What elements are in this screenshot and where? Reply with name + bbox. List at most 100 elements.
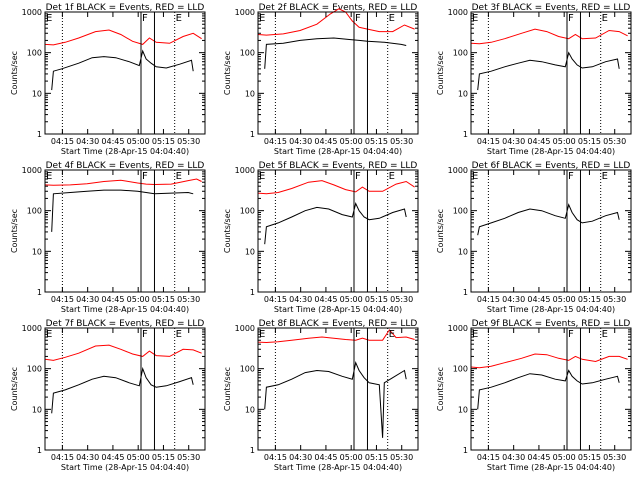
x-tick-label: 04:30 [289, 453, 312, 462]
band-letter-1: E [472, 13, 478, 24]
y-axis-label: Counts/sec [436, 209, 445, 253]
band-letter-2: F [355, 329, 361, 340]
band-letter-2: F [142, 13, 148, 24]
panel-title: Det 4f BLACK = Events, RED = LLD [46, 161, 205, 171]
panel-title: Det 5f BLACK = Events, RED = LLD [259, 161, 418, 171]
x-tick-label: 04:15 [51, 137, 74, 146]
x-tick-label: 04:45 [527, 137, 550, 146]
y-tick-label: 1 [37, 130, 42, 139]
y-tick-label: 10 [32, 89, 42, 98]
y-tick-label: 1 [463, 446, 468, 455]
lld-series-line [257, 329, 415, 344]
y-tick-label: 100 [27, 49, 42, 58]
x-tick-label: 04:30 [502, 295, 525, 304]
x-tick-label: 05:30 [177, 137, 200, 146]
band-letter-2: F [568, 171, 574, 182]
x-tick-label: 04:15 [264, 137, 287, 146]
y-tick-label: 1 [37, 446, 42, 455]
x-tick-label: 04:15 [477, 137, 500, 146]
lld-series-line [44, 178, 202, 186]
x-tick-label: 05:15 [152, 137, 175, 146]
y-tick-label: 100 [27, 365, 42, 374]
band-letter-1: E [472, 171, 478, 182]
y-tick-label: 10 [245, 247, 255, 256]
plot-frame [470, 169, 632, 293]
y-tick-label: 1 [250, 446, 255, 455]
x-tick-label: 04:30 [502, 137, 525, 146]
x-tick-label: 05:00 [340, 137, 363, 146]
band-letter-2: F [355, 13, 361, 24]
y-tick-label: 10 [32, 247, 42, 256]
x-tick-label: 04:45 [101, 137, 124, 146]
x-tick-label: 04:15 [477, 453, 500, 462]
x-tick-label: 05:00 [340, 453, 363, 462]
x-tick-label: 05:15 [365, 453, 388, 462]
panel-title: Det 2f BLACK = Events, RED = LLD [259, 3, 418, 13]
x-tick-label: 05:15 [365, 137, 388, 146]
y-tick-label: 10 [458, 247, 468, 256]
plot-frame [257, 327, 419, 451]
y-axis-label: Counts/sec [436, 367, 445, 411]
y-tick-label: 100 [27, 207, 42, 216]
x-axis-label: Start Time (28-Apr-15 04:04:40) [487, 463, 615, 472]
x-tick-label: 04:30 [76, 137, 99, 146]
x-tick-label: 04:45 [314, 295, 337, 304]
x-tick-label: 05:00 [127, 137, 150, 146]
plot-frame [470, 11, 632, 135]
band-letter-1: E [259, 13, 265, 24]
events-series-line [264, 361, 407, 438]
plot-frame [44, 11, 206, 135]
events-series-line [477, 203, 620, 236]
band-letter-2: F [355, 171, 361, 182]
y-tick-label: 1000 [22, 166, 42, 175]
band-letter-3: E [389, 171, 395, 182]
x-tick-label: 05:30 [603, 137, 626, 146]
y-tick-label: 1000 [22, 8, 42, 17]
band-letter-1: E [46, 13, 52, 24]
y-tick-label: 1 [463, 288, 468, 297]
y-tick-label: 1 [250, 130, 255, 139]
x-axis-label: Start Time (28-Apr-15 04:04:40) [274, 147, 402, 156]
events-series-line [51, 49, 194, 91]
y-axis-label: Counts/sec [223, 367, 232, 411]
x-tick-label: 04:30 [76, 453, 99, 462]
y-tick-label: 100 [240, 49, 255, 58]
band-letter-1: E [472, 329, 478, 340]
x-tick-label: 04:45 [527, 453, 550, 462]
panel-title: Det 8f BLACK = Events, RED = LLD [259, 319, 418, 329]
x-tick-label: 04:15 [51, 295, 74, 304]
panel-title: Det 9f BLACK = Events, RED = LLD [472, 319, 631, 329]
band-letter-2: F [568, 13, 574, 24]
y-tick-label: 10 [245, 405, 255, 414]
x-tick-label: 04:15 [264, 295, 287, 304]
x-tick-label: 05:00 [553, 453, 576, 462]
x-tick-label: 05:15 [578, 295, 601, 304]
x-tick-label: 05:30 [177, 453, 200, 462]
y-tick-label: 100 [453, 365, 468, 374]
x-tick-label: 05:30 [603, 295, 626, 304]
y-axis-label: Counts/sec [223, 209, 232, 253]
y-tick-label: 1 [250, 288, 255, 297]
x-tick-label: 05:00 [553, 295, 576, 304]
y-tick-label: 100 [240, 207, 255, 216]
plot-frame [470, 327, 632, 451]
x-tick-label: 05:15 [152, 295, 175, 304]
plot-frame [257, 169, 419, 293]
x-tick-label: 04:45 [101, 295, 124, 304]
band-letter-1: E [259, 329, 265, 340]
lld-series-line [470, 28, 628, 45]
y-tick-label: 1000 [235, 8, 255, 17]
plot-frame [44, 169, 206, 293]
x-tick-label: 05:00 [127, 453, 150, 462]
y-tick-label: 10 [458, 405, 468, 414]
y-tick-label: 1000 [448, 166, 468, 175]
x-axis-label: Start Time (28-Apr-15 04:04:40) [487, 305, 615, 314]
y-axis-label: Counts/sec [10, 209, 19, 253]
